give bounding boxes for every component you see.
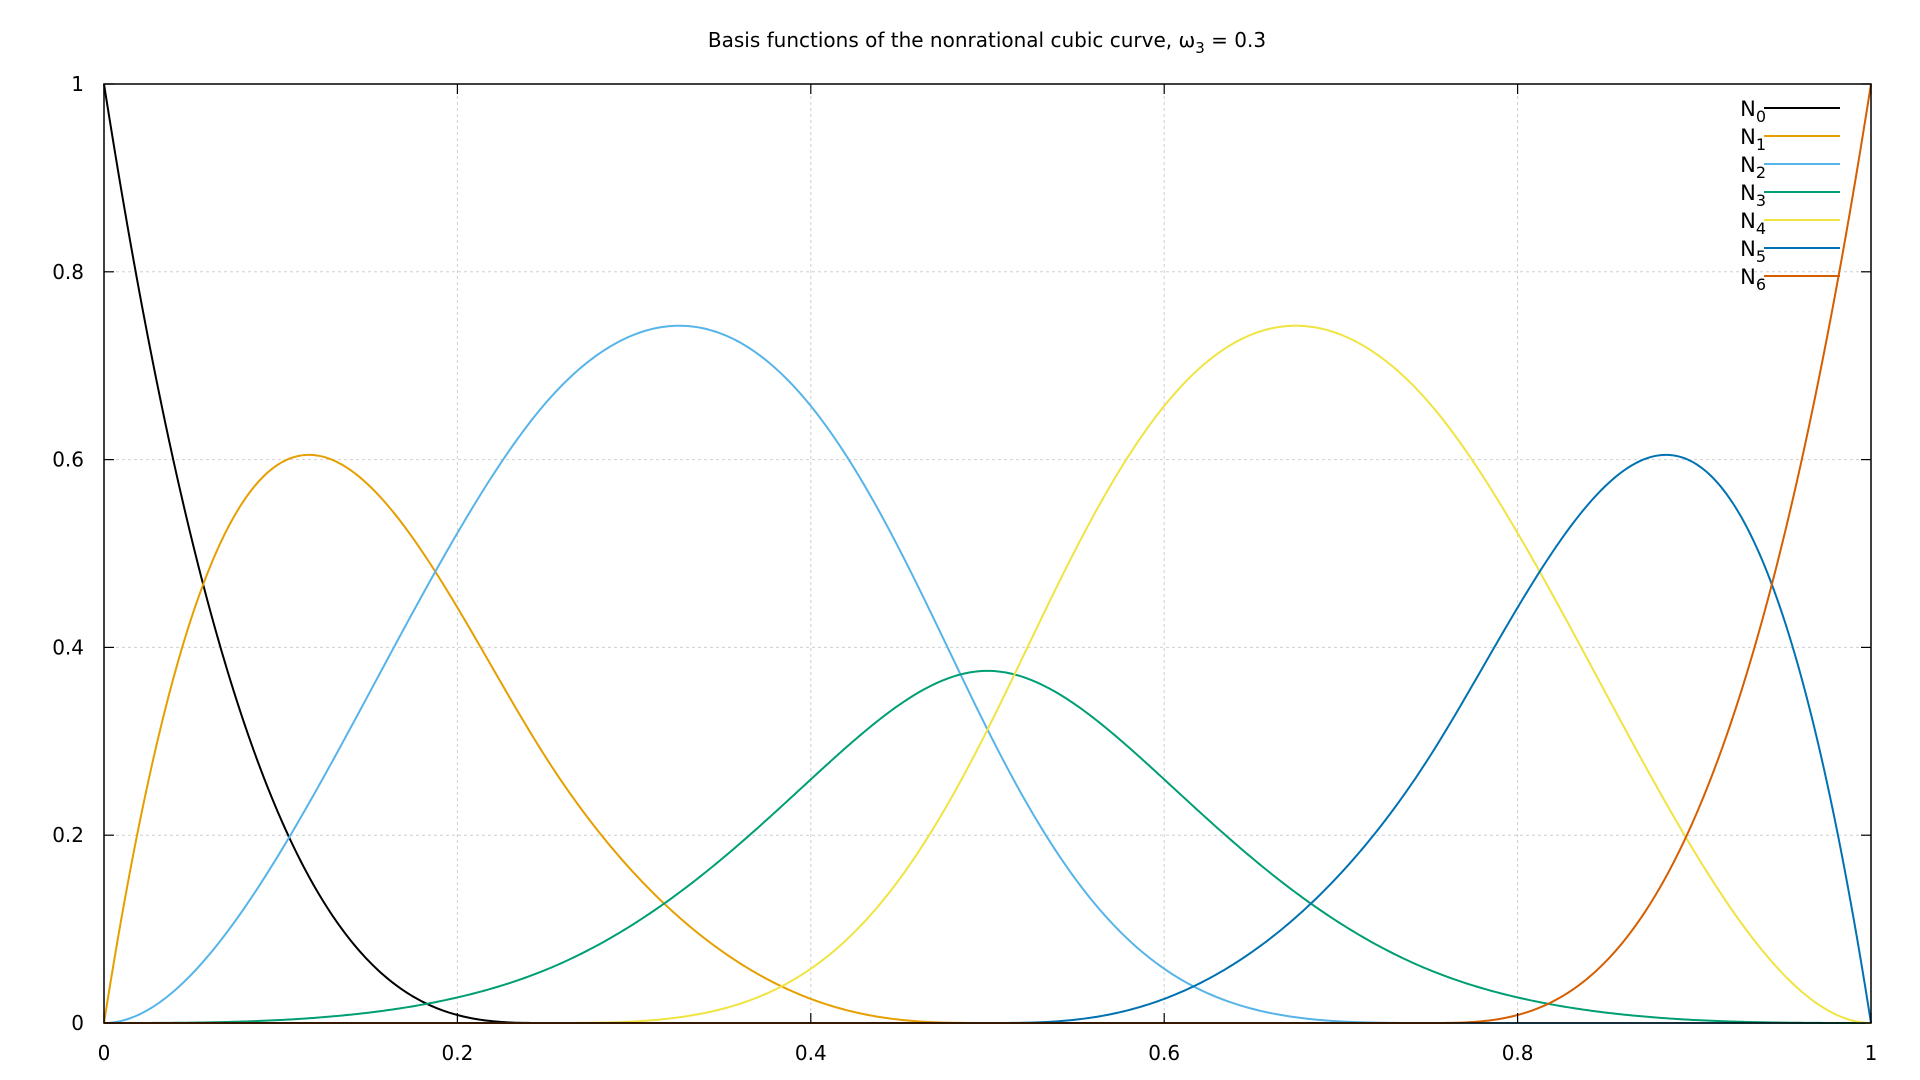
plot-frame: [103, 83, 1872, 1024]
x-tick-label: 0.4: [795, 1041, 827, 1065]
legend-label-N0: N0: [1740, 97, 1766, 126]
grid: [104, 84, 1871, 1023]
curve-N0: [103, 83, 1871, 1024]
y-tick-label: 0.2: [52, 823, 84, 847]
chart-title: Basis functions of the nonrational cubic…: [708, 28, 1266, 57]
legend-label-N3: N3: [1740, 181, 1766, 210]
curve-N2: [103, 324, 1871, 1024]
y-tick-label: 0: [71, 1011, 84, 1035]
legend-label-N4: N4: [1740, 209, 1766, 238]
curve-N4: [104, 324, 1872, 1024]
axis-ticks: 0 0.2 0.4 0.6 0.8 1 0 0.2 0.4 0.6 0.8 1: [52, 72, 1877, 1065]
curves: [103, 83, 1872, 1024]
curve-N1: [103, 453, 1871, 1024]
x-tick-label: 0.6: [1148, 1041, 1180, 1065]
legend-label-N5: N5: [1740, 237, 1766, 266]
curve-N5: [104, 453, 1872, 1024]
legend-label-N2: N2: [1740, 153, 1766, 182]
y-tick-label: 1: [71, 72, 84, 96]
legend-label-N1: N1: [1740, 125, 1766, 154]
curve-N3: [104, 669, 1871, 1024]
x-tick-label: 0.2: [441, 1041, 473, 1065]
y-tick-label: 0.6: [52, 448, 84, 472]
y-tick-label: 0.8: [52, 260, 84, 284]
y-tick-label: 0.4: [52, 635, 84, 659]
x-tick-label: 0: [98, 1041, 111, 1065]
curve-N6: [104, 83, 1872, 1024]
legend-label-N6: N6: [1740, 265, 1766, 294]
x-tick-label: 0.8: [1502, 1041, 1534, 1065]
x-tick-label: 1: [1865, 1041, 1878, 1065]
